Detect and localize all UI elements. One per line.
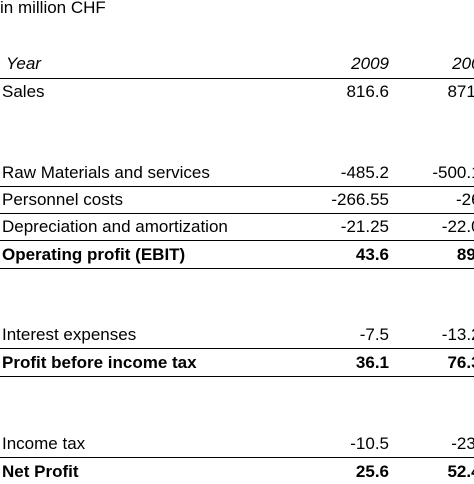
- sales-label: Sales: [2, 82, 45, 101]
- depreciation-label: Depreciation and amortization: [2, 217, 228, 236]
- row-interest: Interest expenses -7.5 -13.25: [0, 322, 474, 348]
- raw-materials-2008-value: -500.15: [432, 163, 474, 182]
- divider: [0, 240, 474, 241]
- profit-before-tax-2009-value: 36.1: [355, 353, 389, 372]
- row-raw-materials: Raw Materials and services -485.2 -500.1…: [0, 160, 474, 186]
- divider: [0, 376, 474, 377]
- divider: [0, 213, 474, 214]
- raw-materials-label: Raw Materials and services: [2, 163, 210, 182]
- divider: [0, 186, 474, 187]
- year-2009-header: 2009: [351, 54, 389, 73]
- sales-2009-value: 816.6: [346, 82, 389, 101]
- sales-2008-cell: 871.8: [411, 79, 474, 105]
- divider: [0, 348, 474, 349]
- row-net-profit: Net Profit 25.6 52.45: [0, 459, 474, 484]
- depreciation-2008-cell: -22.05: [411, 214, 474, 240]
- personnel-2008-value: -260: [455, 190, 474, 209]
- year-2008-header: 2008: [452, 54, 474, 73]
- sales-2008-value: 871.8: [447, 82, 474, 101]
- interest-2008-cell: -13.25: [411, 322, 474, 348]
- interest-2009-value: -7.5: [359, 325, 389, 344]
- personnel-2008-cell: -260: [411, 187, 474, 213]
- ebit-2009-value: 43.6: [355, 245, 389, 264]
- depreciation-2008-value: -22.05: [441, 217, 474, 236]
- net-profit-2008-value: 52.45: [447, 462, 474, 481]
- divider: [0, 268, 474, 269]
- depreciation-2009-value: -21.25: [340, 217, 389, 236]
- row-sales: Sales 816.6 871.8: [0, 79, 474, 105]
- net-profit-2008-cell: 52.45: [411, 459, 474, 484]
- row-ebit: Operating profit (EBIT) 43.6 89.6: [0, 242, 474, 268]
- income-tax-label: Income tax: [2, 434, 86, 453]
- row-profit-before-tax: Profit before income tax 36.1 76.35: [0, 350, 474, 376]
- income-tax-2008-value: -23.9: [451, 434, 474, 453]
- row-income-tax: Income tax -10.5 -23.9: [0, 431, 474, 457]
- raw-materials-2009-value: -485.2: [340, 163, 389, 182]
- header-underline: [0, 78, 474, 79]
- profit-before-tax-2008-value: 76.35: [447, 353, 474, 372]
- row-depreciation: Depreciation and amortization -21.25 -22…: [0, 214, 474, 240]
- year-header-label: Year: [6, 54, 41, 73]
- income-tax-2009-value: -10.5: [350, 434, 389, 453]
- interest-label: Interest expenses: [2, 325, 137, 344]
- interest-2008-value: -13.25: [441, 325, 474, 344]
- personnel-2009-value: -266.55: [331, 190, 389, 209]
- income-tax-2008-cell: -23.9: [411, 431, 474, 457]
- ebit-2008-cell: 89.6: [411, 242, 474, 268]
- year-2008-header-cell: 2008: [411, 51, 474, 77]
- net-profit-2009-value: 25.6: [355, 462, 389, 481]
- profit-before-tax-2008-cell: 76.35: [411, 350, 474, 376]
- net-profit-label: Net Profit: [2, 462, 79, 481]
- row-personnel: Personnel costs -266.55 -260: [0, 187, 474, 213]
- personnel-label: Personnel costs: [2, 190, 123, 209]
- divider: [0, 457, 474, 458]
- raw-materials-2008-cell: -500.15: [411, 160, 474, 186]
- ebit-2008-value: 89.6: [456, 245, 474, 264]
- header-row: Year 2009 2008: [0, 51, 474, 77]
- unit-note: in million CHF: [0, 0, 106, 17]
- ebit-label: Operating profit (EBIT): [2, 245, 186, 264]
- profit-before-tax-label: Profit before income tax: [2, 353, 197, 372]
